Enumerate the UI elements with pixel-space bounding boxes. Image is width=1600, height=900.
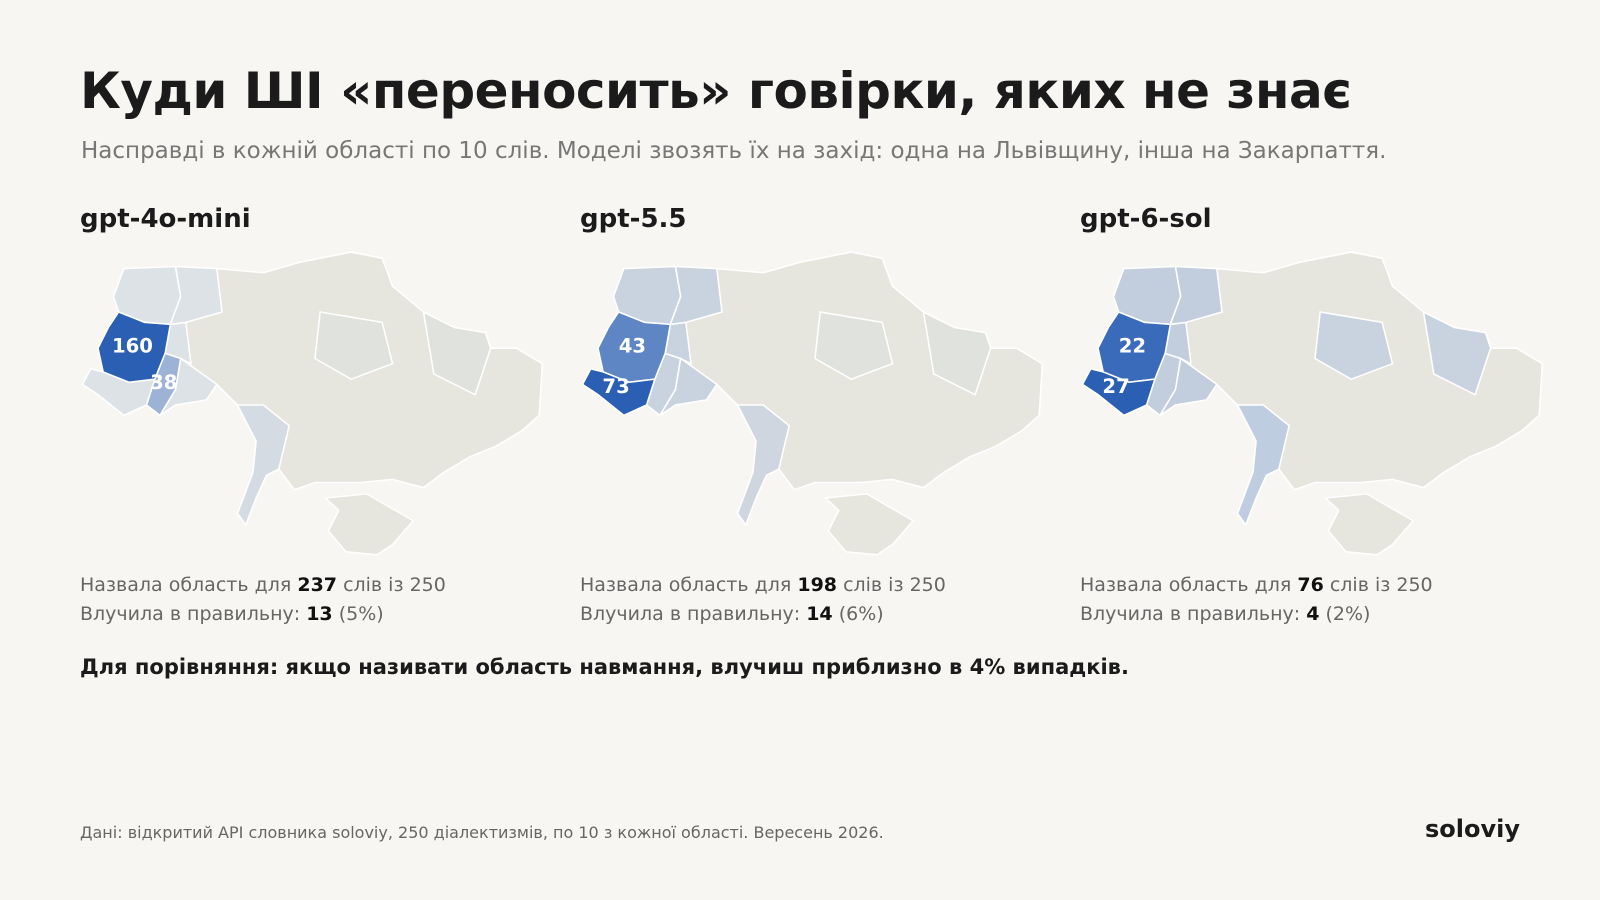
stat-value: 76 <box>1297 574 1324 596</box>
region <box>922 310 992 396</box>
stat-text: Влучила в правильну: <box>1080 603 1301 625</box>
stat-text: (6%) <box>838 603 884 625</box>
region <box>659 357 718 416</box>
crimea <box>323 493 415 556</box>
stat-value: 4 <box>1306 603 1320 625</box>
stat-text: слів із 250 <box>1329 574 1433 596</box>
region-label: 27 <box>1102 375 1129 398</box>
model-name: gpt-6-sol <box>1080 204 1212 234</box>
stat-value: 237 <box>297 574 338 596</box>
stat-text: Назвала область для <box>80 574 292 596</box>
region-label: 22 <box>1119 334 1146 357</box>
region <box>422 310 492 396</box>
model-name: gpt-4o-mini <box>80 204 251 234</box>
stat-text: слів із 250 <box>343 574 446 596</box>
stat-named: Назвала область для 76 слів із 250 <box>1080 574 1433 596</box>
stat-text: Назвала область для <box>580 574 792 596</box>
region <box>1159 357 1218 416</box>
subtitle: Насправді в кожній області по 10 слів. М… <box>81 138 1387 164</box>
stat-text: (5%) <box>338 603 384 625</box>
stat-value: 14 <box>806 603 833 625</box>
labeled-region <box>97 311 172 384</box>
stat-hit: Влучила в правильну: 4 (2%) <box>1080 603 1370 625</box>
brand: soloviy <box>1424 815 1520 843</box>
map: 160 38 <box>81 251 544 556</box>
stat-text: Влучила в правильну: <box>80 603 301 625</box>
map: 22 27 <box>1081 251 1544 556</box>
region <box>736 404 791 527</box>
stat-named: Назвала область для 198 слів із 250 <box>580 574 946 596</box>
region <box>814 311 894 381</box>
stat-hit: Влучила в правильну: 13 (5%) <box>80 603 384 625</box>
stat-value: 198 <box>797 574 838 596</box>
region <box>669 265 723 326</box>
stat-text: слів із 250 <box>843 574 946 596</box>
stat-named: Назвала область для 237 слів із 250 <box>80 574 446 596</box>
region <box>1314 311 1394 381</box>
region-label: 43 <box>619 334 646 357</box>
region <box>1169 265 1223 326</box>
note: Для порівняння: якщо називати область на… <box>80 655 1129 679</box>
crimea <box>1323 493 1415 556</box>
stat-text: Влучила в правильну: <box>580 603 801 625</box>
region-label: 160 <box>112 334 153 357</box>
map: 43 73 <box>581 251 1044 556</box>
model-name: gpt-5.5 <box>580 204 687 234</box>
stat-hit: Влучила в правильну: 14 (6%) <box>580 603 884 625</box>
region <box>1236 404 1291 527</box>
crimea <box>823 493 915 556</box>
stat-text: Назвала область для <box>1080 574 1292 596</box>
stat-value: 13 <box>306 603 333 625</box>
labeled-region <box>581 367 656 417</box>
region <box>169 265 223 326</box>
labeled-region <box>145 352 182 417</box>
region-label: 73 <box>602 375 629 398</box>
labeled-region <box>1081 367 1156 417</box>
stat-text: (2%) <box>1325 603 1371 625</box>
source: Дані: відкритий API словника soloviy, 25… <box>80 823 884 842</box>
title: Куди ШІ «переносить» говірки, яких не зн… <box>80 62 1352 120</box>
region <box>314 311 394 381</box>
region-label: 38 <box>150 371 177 394</box>
region <box>236 404 291 527</box>
region <box>1422 310 1492 396</box>
